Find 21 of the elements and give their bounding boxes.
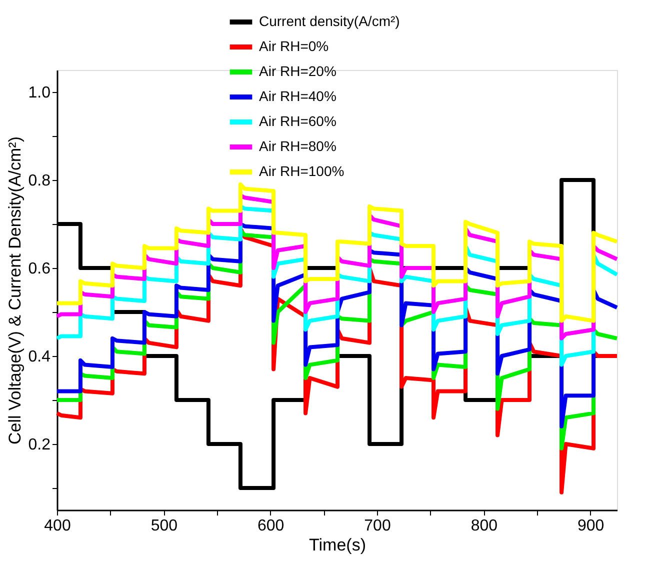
legend-label: Air RH=40% (259, 88, 336, 104)
x-tick-label: 900 (577, 518, 604, 534)
y-tick-label: 0.2 (28, 436, 51, 454)
legend-label: Air RH=60% (259, 113, 336, 129)
legend-label: Air RH=20% (259, 63, 336, 79)
legend-label: Air RH=100% (259, 163, 344, 179)
x-tick-label: 700 (364, 518, 391, 534)
x-tick-label: 600 (257, 518, 284, 534)
x-tick-label: 800 (470, 518, 498, 534)
legend-label: Air RH=0% (259, 38, 329, 54)
y-tick-label: 0.4 (28, 348, 51, 366)
x-tick-label: 500 (150, 518, 178, 534)
y-tick-label: 0.8 (28, 172, 51, 190)
y-tick-label: 1.0 (28, 84, 51, 102)
legend-label: Air RH=80% (259, 138, 336, 154)
x-axis-title: Time(s) (309, 536, 366, 554)
legend-label: Current density(A/cm²) (259, 13, 400, 29)
x-tick-label: 400 (44, 518, 71, 534)
line-series (55, 182, 619, 323)
y-axis-title: Cell Voltage(V) & Current Density(A/cm²) (5, 136, 24, 444)
y-tick-label: 0.6 (28, 260, 51, 278)
